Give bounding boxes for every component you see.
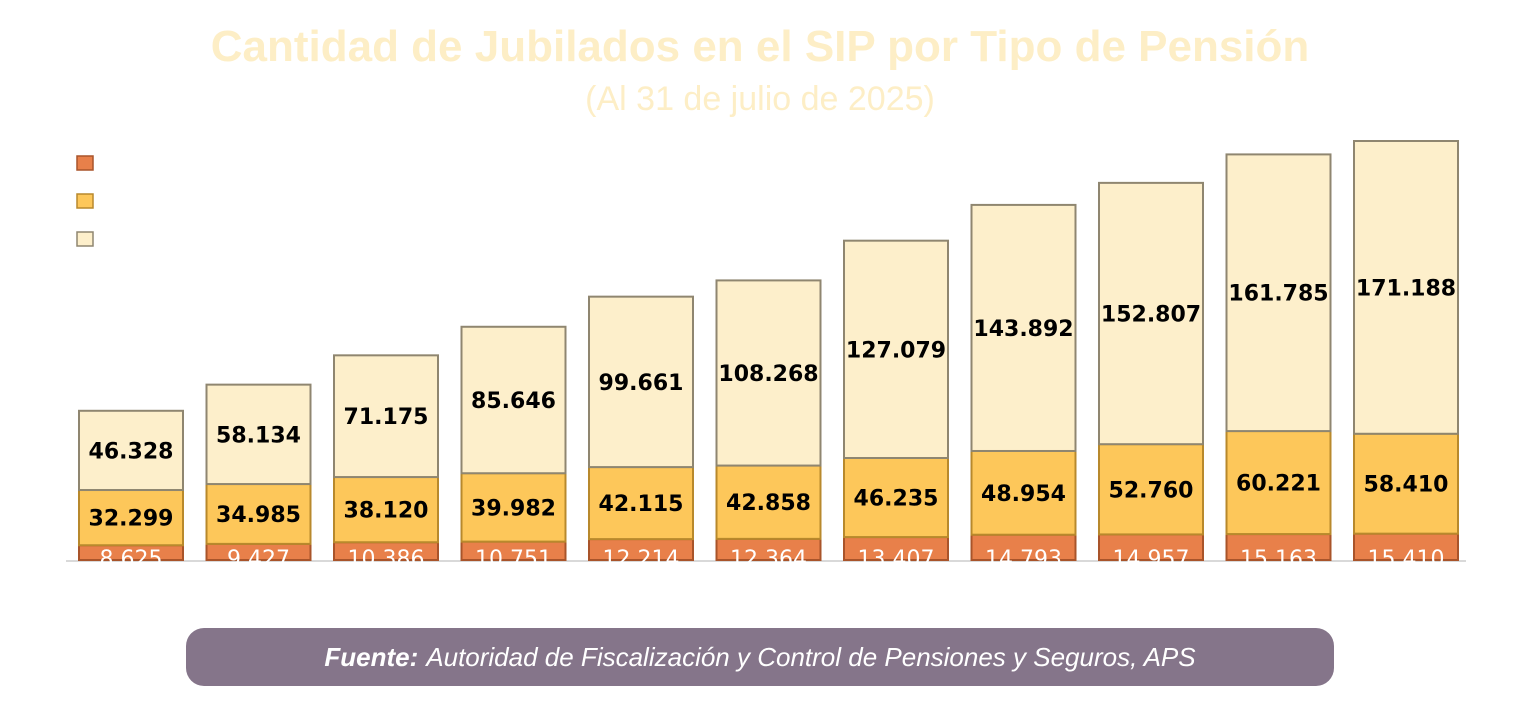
data-label: 15.163 — [1240, 547, 1317, 572]
data-label: 143.892 — [973, 317, 1073, 342]
data-label: 46.235 — [854, 487, 939, 512]
data-label: 14.957 — [1113, 547, 1190, 572]
data-label: 58.134 — [216, 423, 301, 448]
data-label: 127.079 — [846, 338, 946, 363]
chart-subtitle: (Al 31 de julio de 2025) — [585, 80, 935, 118]
data-label: 152.807 — [1101, 303, 1201, 328]
data-label: 161.785 — [1228, 282, 1328, 307]
data-label: 8.625 — [100, 547, 163, 572]
data-label: 99.661 — [599, 371, 684, 396]
data-label: 9.427 — [227, 547, 290, 572]
bar-segment — [1098, 181, 1204, 446]
data-label: 48.954 — [981, 482, 1066, 507]
bar-segment — [843, 457, 949, 539]
source-text: Autoridad de Fiscalización y Control de … — [426, 641, 1196, 672]
source-label: Fuente: — [324, 641, 419, 672]
legend-swatch-2 — [76, 231, 94, 247]
bar-segment — [333, 354, 439, 479]
bar-segment — [1098, 533, 1204, 562]
bar-segment — [460, 472, 567, 543]
data-label: 10.386 — [348, 547, 425, 572]
bar-segment — [78, 409, 184, 492]
bar-segment — [205, 483, 312, 545]
bar-segment — [588, 295, 694, 469]
bar-segment — [715, 279, 822, 467]
bar-segment — [843, 239, 949, 460]
data-label: 13.407 — [858, 547, 935, 572]
data-label: 12.214 — [603, 547, 680, 572]
data-label: 85.646 — [471, 389, 556, 414]
data-label: 52.760 — [1109, 478, 1194, 503]
legend-swatch-1 — [76, 193, 94, 209]
data-label: 39.982 — [471, 496, 556, 521]
bar-segment — [970, 203, 1077, 452]
bar-segment — [1225, 153, 1332, 433]
stacked-bar-chart: 8.625 32.299 46.328 9.427 34.985 58.134 10.386… — [66, 140, 1466, 572]
bar-segment — [970, 449, 1077, 536]
bar-segment — [1353, 140, 1459, 435]
data-label: 60.221 — [1236, 472, 1321, 497]
bar-segment — [1225, 430, 1332, 536]
data-label: 42.858 — [726, 491, 811, 516]
chart-title: Cantidad de Jubilados en el SIP por Tipo… — [210, 22, 1310, 71]
bar-segment — [715, 464, 822, 540]
data-label: 15.410 — [1368, 547, 1445, 572]
data-label: 171.188 — [1356, 276, 1456, 301]
bar-segment — [205, 383, 312, 486]
data-label: 34.985 — [216, 503, 301, 528]
data-label: 108.268 — [718, 362, 818, 387]
data-label: 58.410 — [1364, 473, 1449, 498]
bar-segment — [588, 466, 694, 541]
data-label: 12.364 — [730, 547, 807, 572]
legend-swatch-0 — [76, 155, 94, 171]
data-label: 71.175 — [344, 405, 429, 430]
data-label: 42.115 — [599, 492, 684, 517]
data-label: 38.120 — [344, 499, 429, 524]
bar-segment — [1098, 443, 1204, 536]
data-label: 14.793 — [985, 547, 1062, 572]
data-label: 46.328 — [89, 439, 174, 464]
source-box: Fuente: Autoridad de Fiscalización y Con… — [186, 628, 1334, 686]
bar-segment — [1353, 432, 1459, 535]
bar-segment — [460, 325, 567, 475]
bar-segment — [333, 476, 439, 544]
bar-segment — [970, 533, 1077, 562]
data-label: 32.299 — [89, 507, 174, 532]
data-label: 10.751 — [475, 547, 552, 572]
